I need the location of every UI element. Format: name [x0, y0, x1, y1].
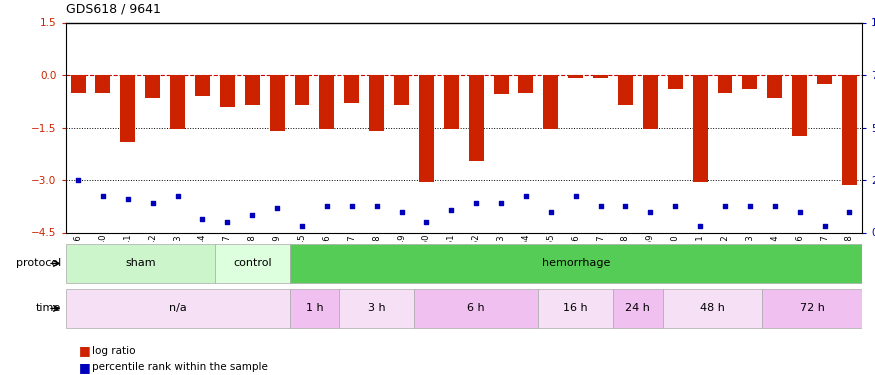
Bar — [618, 75, 633, 105]
Text: 3 h: 3 h — [368, 303, 386, 313]
Bar — [792, 75, 807, 136]
Bar — [66, 244, 215, 283]
Bar — [817, 75, 832, 84]
Bar — [538, 289, 613, 328]
Point — [619, 203, 633, 209]
Bar — [444, 75, 458, 129]
Bar — [66, 289, 290, 328]
Bar — [145, 75, 160, 98]
Bar — [95, 75, 110, 93]
Point — [369, 203, 383, 209]
Point — [469, 200, 483, 206]
Point — [519, 193, 533, 199]
Bar — [762, 289, 862, 328]
Text: sham: sham — [125, 258, 156, 268]
Bar — [613, 289, 663, 328]
Point — [345, 203, 359, 209]
Point — [195, 216, 209, 222]
Text: 72 h: 72 h — [800, 303, 824, 313]
Point — [793, 209, 807, 214]
Bar — [270, 75, 284, 131]
Text: ■: ■ — [79, 344, 90, 357]
Bar — [394, 75, 409, 105]
Point — [96, 193, 110, 199]
Text: control: control — [233, 258, 271, 268]
Bar — [493, 75, 508, 94]
Bar — [663, 289, 762, 328]
Bar — [295, 75, 310, 105]
Point — [494, 200, 508, 206]
Text: hemorrhage: hemorrhage — [542, 258, 610, 268]
Point — [171, 193, 185, 199]
Text: n/a: n/a — [169, 303, 186, 313]
Point — [444, 207, 458, 213]
Bar — [121, 75, 136, 141]
Text: 1 h: 1 h — [305, 303, 323, 313]
Point — [146, 200, 160, 206]
Bar — [170, 75, 186, 129]
Bar — [419, 75, 434, 182]
Bar — [340, 289, 414, 328]
Bar — [290, 289, 340, 328]
Point — [544, 209, 558, 214]
Point — [121, 196, 135, 202]
Bar — [593, 75, 608, 78]
Text: 16 h: 16 h — [564, 303, 588, 313]
Text: GDS618 / 9641: GDS618 / 9641 — [66, 2, 160, 15]
Point — [220, 219, 234, 225]
Point — [295, 222, 309, 228]
Text: percentile rank within the sample: percentile rank within the sample — [92, 363, 268, 372]
Bar — [842, 75, 857, 185]
Point — [593, 203, 607, 209]
Bar — [693, 75, 708, 182]
Point — [817, 222, 831, 228]
Bar — [767, 75, 782, 98]
Bar — [568, 75, 584, 78]
Point — [71, 177, 85, 183]
Text: 6 h: 6 h — [467, 303, 485, 313]
Text: log ratio: log ratio — [92, 346, 136, 355]
Bar — [543, 75, 558, 129]
Point — [245, 212, 259, 218]
Point — [743, 203, 757, 209]
Bar — [290, 244, 862, 283]
Text: 24 h: 24 h — [626, 303, 650, 313]
Bar — [71, 75, 86, 93]
Point — [419, 219, 433, 225]
Bar — [519, 75, 534, 93]
Bar — [319, 75, 334, 129]
Point — [767, 203, 781, 209]
Bar — [215, 244, 290, 283]
Text: time: time — [36, 303, 61, 313]
Point — [718, 203, 732, 209]
Point — [643, 209, 657, 214]
Point — [668, 203, 682, 209]
Text: ■: ■ — [79, 361, 90, 374]
Bar — [245, 75, 260, 105]
Bar — [220, 75, 234, 106]
Bar — [369, 75, 384, 131]
Bar — [469, 75, 484, 161]
Bar — [195, 75, 210, 96]
Point — [270, 205, 284, 211]
Point — [395, 209, 409, 214]
Bar — [743, 75, 758, 89]
Bar — [643, 75, 658, 129]
Bar — [718, 75, 732, 93]
Point — [320, 203, 334, 209]
Point — [693, 222, 707, 228]
Text: protocol: protocol — [16, 258, 61, 268]
Text: 48 h: 48 h — [700, 303, 725, 313]
Bar — [668, 75, 682, 89]
Point — [569, 193, 583, 199]
Point — [843, 209, 857, 214]
Bar — [414, 289, 538, 328]
Bar — [345, 75, 360, 103]
